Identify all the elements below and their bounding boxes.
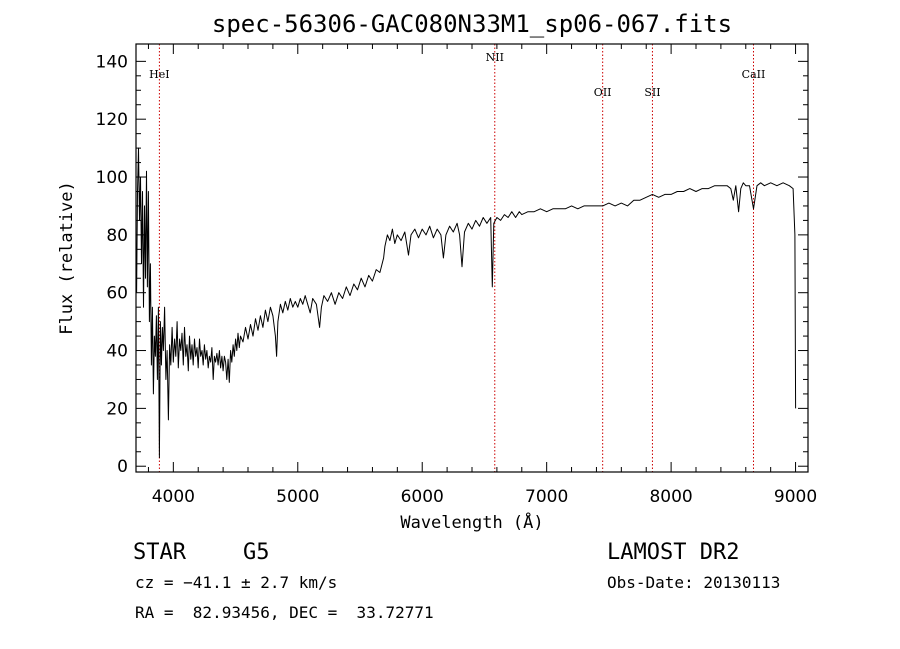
y-tick-label: 20 — [106, 399, 128, 419]
line-marker-label: HeI — [149, 68, 169, 81]
spectrum-series-0 — [137, 148, 796, 457]
line-marker-label: SII — [644, 86, 660, 99]
y-tick-label: 60 — [106, 284, 128, 304]
survey-label: LAMOST DR2 — [607, 540, 739, 565]
x-tick-label: 4000 — [152, 487, 195, 507]
line-marker-layer: HeI NII OII SII CaII — [149, 44, 765, 472]
obs-date-text: Obs-Date: 20130113 — [607, 573, 780, 592]
x-tick-label: 6000 — [401, 487, 444, 507]
x-tick-label: 9000 — [774, 487, 817, 507]
x-tick-label: 7000 — [525, 487, 568, 507]
x-tick-label: 8000 — [649, 487, 692, 507]
x-tick-label: 5000 — [276, 487, 319, 507]
chart-title: spec-56306-GAC080N33M1_sp06-067.fits — [212, 10, 732, 38]
coordinates-text: RA = 82.93456, DEC = 33.72771 — [135, 603, 434, 622]
axis-ticks: 4000 5000 6000 7000 8000 9000 0 20 40 60 80 100 120 1… — [96, 44, 818, 507]
y-tick-label: 100 — [96, 168, 128, 188]
y-tick-label: 40 — [106, 342, 128, 362]
x-axis-label: Wavelength (Å) — [400, 511, 543, 533]
line-marker-label: CaII — [742, 68, 766, 81]
plot-frame — [136, 44, 808, 472]
y-tick-label: 0 — [117, 457, 128, 477]
line-marker-label: NII — [486, 51, 504, 64]
y-axis-label: Flux (relative) — [57, 181, 77, 335]
y-tick-label: 120 — [96, 110, 128, 130]
spectrum-layer — [137, 148, 796, 457]
line-marker-label: OII — [594, 86, 612, 99]
y-tick-label: 140 — [96, 52, 128, 72]
spectral-subclass: G5 — [243, 540, 270, 565]
y-tick-label: 80 — [106, 226, 128, 246]
object-type: STAR — [133, 540, 186, 565]
redshift-text: cz = −41.1 ± 2.7 km/s — [135, 573, 337, 592]
